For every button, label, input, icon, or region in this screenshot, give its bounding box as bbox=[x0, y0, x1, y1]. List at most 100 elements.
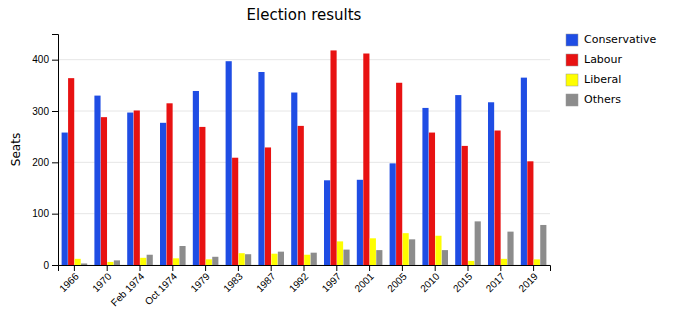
tick-label: 1992 bbox=[287, 270, 311, 294]
bar bbox=[442, 250, 448, 265]
grid bbox=[58, 60, 550, 265]
bar bbox=[278, 252, 284, 265]
bar bbox=[501, 259, 507, 265]
bar bbox=[534, 259, 540, 265]
bar bbox=[140, 258, 146, 265]
bar bbox=[311, 253, 317, 265]
axis-line bbox=[59, 266, 551, 272]
bar bbox=[527, 161, 533, 265]
tick-mark bbox=[304, 265, 305, 271]
bar-series bbox=[75, 233, 540, 265]
bar bbox=[435, 236, 441, 265]
tick-mark bbox=[402, 265, 403, 271]
tick-label: 300 bbox=[32, 106, 49, 117]
bar bbox=[245, 254, 251, 265]
x-tick: 1970 bbox=[90, 265, 114, 294]
x-tick: 1997 bbox=[320, 265, 344, 294]
x-tick: 1992 bbox=[287, 265, 311, 294]
bar bbox=[521, 78, 527, 265]
tick-label: 0 bbox=[43, 260, 49, 271]
bars bbox=[62, 50, 547, 265]
tick-label: 2010 bbox=[418, 270, 442, 294]
tick-mark bbox=[74, 265, 75, 271]
x-tick: 2001 bbox=[352, 265, 376, 294]
bar bbox=[390, 163, 396, 265]
legend: Conservative Labour Liberal Others bbox=[566, 33, 657, 106]
tick-label: 2005 bbox=[385, 270, 409, 294]
bar bbox=[324, 180, 330, 265]
legend-item: Others bbox=[566, 93, 621, 106]
legend-swatch bbox=[566, 54, 578, 66]
y-axis-title: Seats bbox=[9, 133, 23, 166]
legend-item: Conservative bbox=[566, 33, 657, 46]
chart: 19661970Feb 1974Oct 19741979198319871992… bbox=[0, 0, 675, 323]
tick-label: 200 bbox=[32, 157, 49, 168]
title: Election results bbox=[247, 6, 362, 24]
tick-mark bbox=[52, 214, 58, 215]
bar-series bbox=[62, 61, 527, 265]
tick-mark bbox=[336, 265, 337, 271]
y-tick: 100 bbox=[32, 208, 58, 219]
bar bbox=[363, 54, 369, 265]
bar bbox=[114, 260, 120, 265]
tick-label: 400 bbox=[32, 54, 49, 65]
bar bbox=[265, 147, 271, 265]
bar bbox=[166, 103, 172, 265]
bar bbox=[540, 225, 546, 265]
y-tick: 300 bbox=[32, 106, 58, 117]
tick-label: 1987 bbox=[254, 270, 278, 294]
bar bbox=[68, 78, 74, 265]
bar bbox=[173, 258, 179, 265]
bar bbox=[291, 93, 297, 265]
tick-label: 1970 bbox=[90, 270, 114, 294]
bar bbox=[94, 96, 100, 265]
bar bbox=[160, 123, 166, 265]
x-tick: 1987 bbox=[254, 265, 278, 294]
bar bbox=[75, 259, 81, 265]
x-axis: 19661970Feb 1974Oct 19741979198319871992… bbox=[57, 265, 550, 308]
bar bbox=[179, 246, 185, 265]
tick-label: 1983 bbox=[221, 270, 245, 294]
tick-label: 100 bbox=[32, 208, 49, 219]
legend-swatch bbox=[566, 34, 578, 46]
x-tick: 1966 bbox=[57, 265, 81, 294]
x-tick: Feb 1974 bbox=[109, 265, 147, 308]
legend-item: Liberal bbox=[566, 73, 621, 86]
legend-item: Labour bbox=[566, 53, 623, 66]
legend-label: Liberal bbox=[584, 73, 621, 86]
bar bbox=[396, 83, 402, 265]
bar bbox=[475, 221, 481, 265]
tick-mark bbox=[107, 265, 108, 271]
x-tick: 2010 bbox=[418, 265, 442, 294]
x-tick: 2019 bbox=[516, 265, 540, 294]
bar bbox=[488, 102, 494, 265]
bar bbox=[101, 117, 107, 265]
grid-line bbox=[58, 111, 550, 112]
tick-label: 2001 bbox=[352, 270, 376, 294]
x-tick: 2017 bbox=[484, 265, 508, 294]
tick-mark bbox=[52, 162, 58, 163]
bar bbox=[422, 108, 428, 265]
bar bbox=[507, 232, 513, 265]
tick-label: 1997 bbox=[320, 270, 344, 294]
y-tick: 400 bbox=[32, 54, 58, 65]
bar bbox=[409, 239, 415, 265]
x-tick: 2015 bbox=[451, 265, 475, 294]
bar bbox=[193, 91, 199, 265]
bar bbox=[298, 126, 304, 265]
bar bbox=[455, 95, 461, 265]
legend-label: Others bbox=[584, 93, 621, 106]
bar bbox=[239, 253, 245, 265]
bar bbox=[212, 257, 218, 265]
legend-swatch bbox=[566, 74, 578, 86]
tick-label: 2015 bbox=[451, 270, 475, 294]
plot: 19661970Feb 1974Oct 19741979198319871992… bbox=[32, 35, 550, 309]
legend-label: Conservative bbox=[584, 33, 657, 46]
bar bbox=[304, 255, 310, 265]
x-tick: 1983 bbox=[221, 265, 245, 294]
tick-mark bbox=[172, 265, 173, 271]
bar bbox=[199, 127, 205, 265]
tick-mark bbox=[238, 265, 239, 271]
tick-mark bbox=[369, 265, 370, 271]
y-axis: 0 100 200 300 400 bbox=[32, 35, 58, 271]
